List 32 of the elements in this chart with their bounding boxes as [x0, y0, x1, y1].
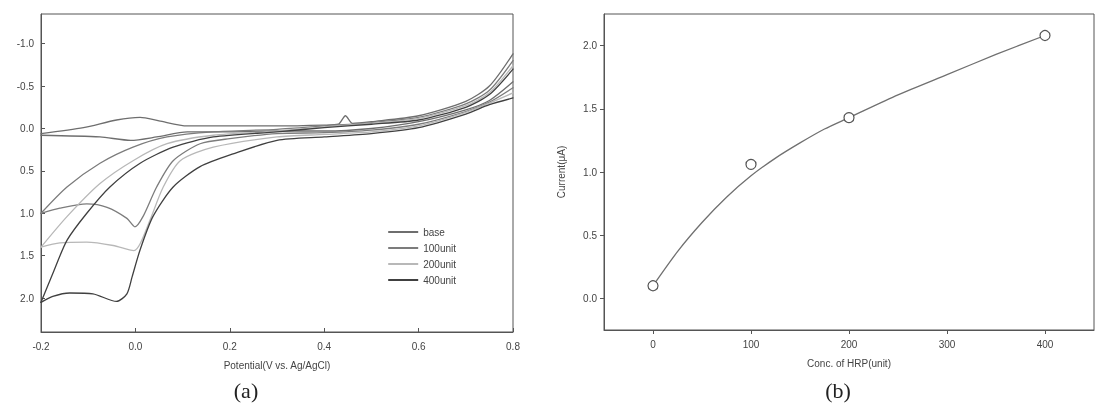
- y-tick-label: 1.0: [20, 207, 35, 219]
- x-tick-label: 0.0: [128, 340, 143, 352]
- y-tick-label: 0.5: [20, 165, 35, 177]
- text: (b): [825, 377, 851, 403]
- y-tick-label: 1.5: [20, 250, 35, 262]
- x-tick-label: -0.2: [32, 340, 51, 352]
- x-tick-label: 400: [1036, 338, 1054, 350]
- y-tick-label: 2.0: [20, 292, 35, 304]
- y-tick-label: 0.5: [583, 229, 598, 241]
- x-tick-label: 0.6: [411, 340, 426, 352]
- legend-label: base: [423, 226, 446, 238]
- y-tick-label: 1.5: [583, 103, 598, 115]
- y-tick-label: 0.0: [583, 292, 598, 304]
- legend-label: 200unit: [423, 258, 457, 270]
- x-tick-label: 0.4: [317, 340, 332, 352]
- y-tick-label: 1.0: [583, 166, 598, 178]
- x-axis-title: Potential(V vs. Ag/AgCl): [223, 359, 331, 371]
- legend-label: 100unit: [423, 242, 457, 254]
- y-axis-title: Current(μA): [555, 145, 567, 199]
- x-tick-label: 0: [650, 338, 657, 350]
- x-tick-label: 300: [938, 338, 956, 350]
- x-tick-label: 0.8: [506, 340, 521, 352]
- legend-label: 400unit: [423, 274, 457, 286]
- x-tick-label: 200: [840, 338, 858, 350]
- x-axis-title: Conc. of HRP(unit): [807, 357, 891, 369]
- x-tick-label: 0.2: [222, 340, 238, 352]
- y-tick-label: 2.0: [583, 40, 598, 52]
- x-tick-label: 100: [742, 338, 760, 350]
- text: (a): [233, 377, 259, 403]
- y-tick-label: -1.0: [16, 38, 35, 50]
- y-tick-label: -0.5: [16, 80, 35, 92]
- y-tick-label: 0.0: [20, 122, 35, 134]
